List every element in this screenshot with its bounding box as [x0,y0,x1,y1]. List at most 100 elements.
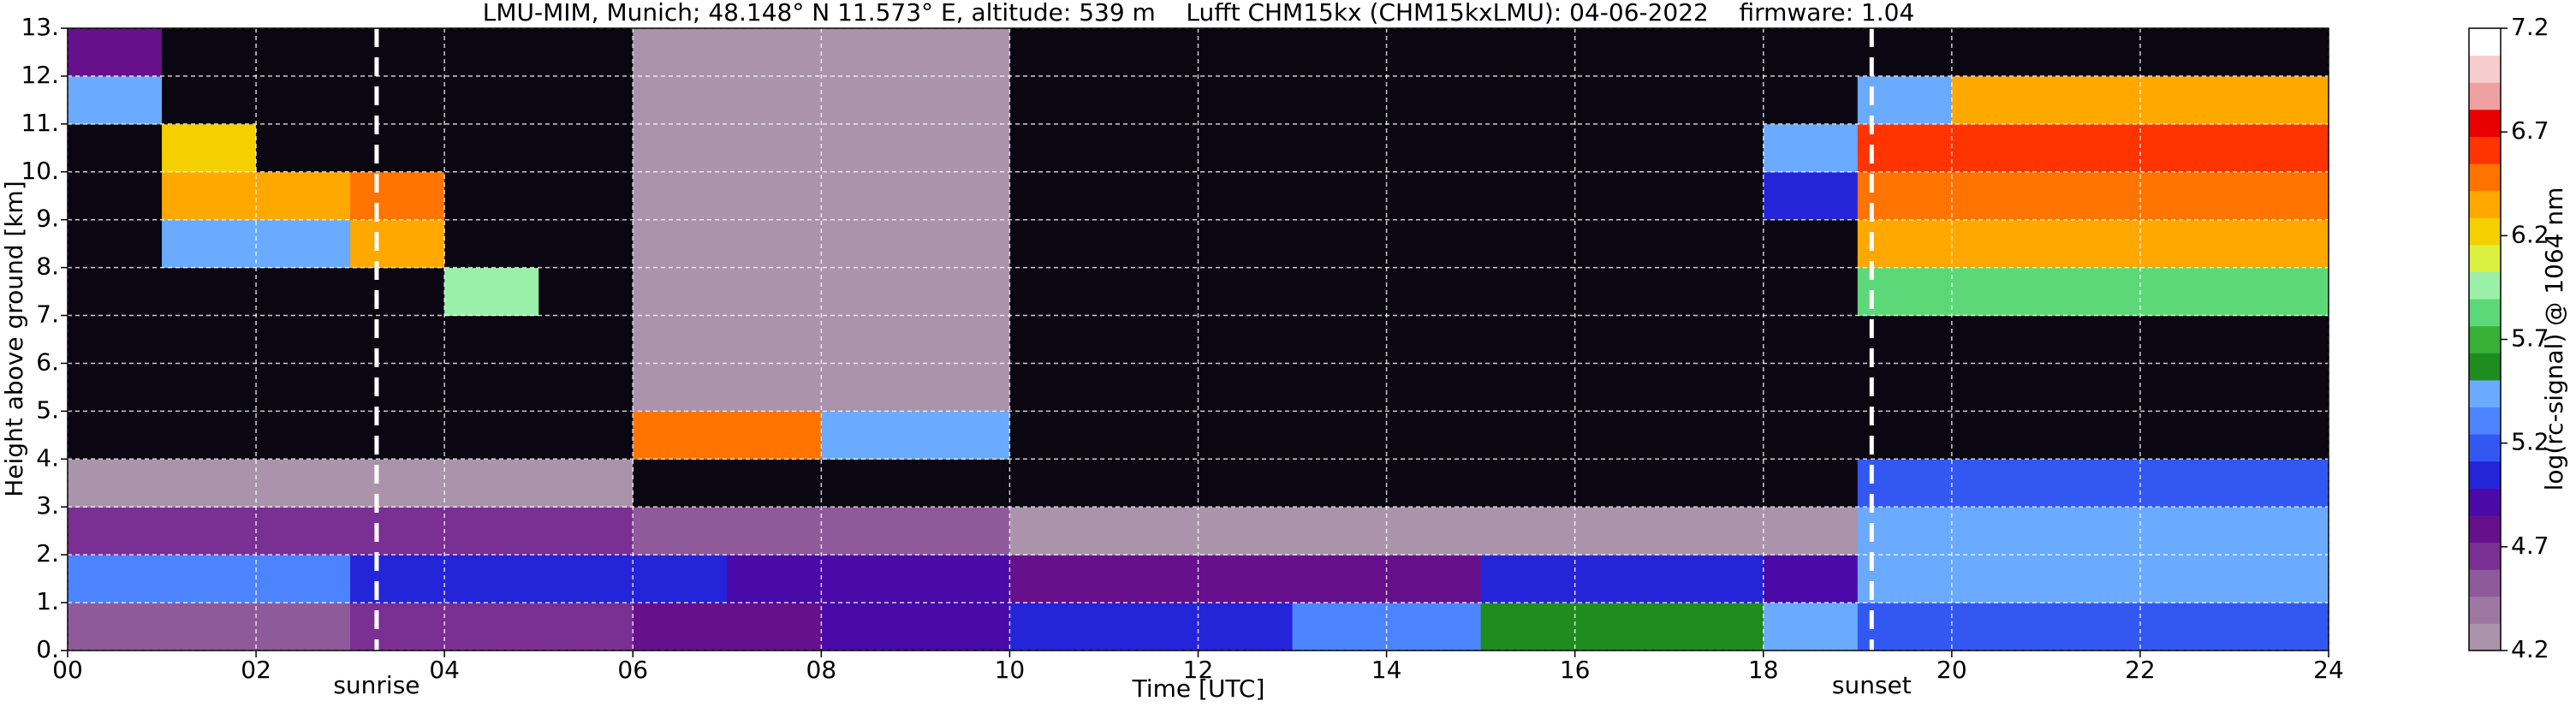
colorbar-segment [2469,190,2501,218]
heatmap-cell [1104,507,1199,556]
heatmap-cell [256,123,351,173]
heatmap-cell [2045,75,2141,125]
y-tick-label: 1. [36,587,59,615]
heatmap-cell [727,28,822,77]
colorbar-segment [2469,28,2501,56]
heatmap-cell [1951,555,2047,603]
heatmap-cell [350,28,445,77]
heatmap-cell [1951,507,2047,556]
heatmap-cell [1104,603,1199,651]
heatmap-cell [2234,28,2329,77]
heatmap-cell [915,75,1010,125]
heatmap-cell [1104,363,1199,412]
y-tick-label: 11. [21,109,59,137]
heatmap-cell [633,123,728,173]
heatmap-cell [1574,315,1670,364]
heatmap-cell [444,171,539,221]
colorbar-segment [2469,379,2501,408]
y-tick-label: 13. [21,13,59,41]
heatmap-cell [2139,171,2235,221]
heatmap-cell [1480,28,1576,77]
heatmap-cell [633,28,728,77]
heatmap-cell [1951,459,2047,508]
heatmap-cell [2234,75,2329,125]
heatmap-cell [1386,28,1482,77]
heatmap-cell [2234,171,2329,221]
x-tick-label: 06 [617,656,648,684]
heatmap-cell [727,507,822,556]
heatmap-cell [256,75,351,125]
heatmap-cell [1386,459,1482,508]
heatmap-cell [1292,459,1388,508]
x-tick-label: 18 [1748,656,1779,684]
heatmap-cell [633,459,728,508]
heatmap-cell [2234,123,2329,173]
heatmap-cell [1104,171,1199,221]
heatmap-cell [2139,603,2235,651]
heatmap-cell [1574,75,1670,125]
x-tick-label: 12 [1183,656,1214,684]
heatmap-cell [2045,123,2141,173]
heatmap-cell [1009,267,1104,317]
heatmap-cell [444,123,539,173]
heatmap-cell [1763,28,1859,77]
heatmap-cell [915,171,1010,221]
x-tick-label: 24 [2313,656,2344,684]
heatmap-cell [1386,315,1482,364]
colorbar-segment [2469,163,2501,192]
heatmap-cell [1292,219,1388,269]
heatmap-cell [1104,75,1199,125]
y-tick-label: 4. [36,443,59,472]
heatmap-cell [1104,267,1199,317]
heatmap-cell [2045,267,2141,317]
heatmap-cell [1480,315,1576,364]
heatmap-cell [1763,555,1859,603]
heatmap-cell [2139,219,2235,269]
heatmap-cell [915,411,1010,460]
heatmap-cell [1574,411,1670,460]
colorbar-segment [2469,542,2501,570]
heatmap-cell [1386,123,1482,173]
heatmap-cell [1480,171,1576,221]
heatmap-cell [256,507,351,556]
heatmap-cell [821,75,916,125]
heatmap-cell [256,411,351,460]
heatmap-cell [1669,267,1764,317]
heatmap-cell [1386,267,1482,317]
heatmap-cell [2045,507,2141,556]
heatmap-cell [1669,171,1764,221]
heatmap-cell [1480,555,1576,603]
heatmap-cell [444,315,539,364]
heatmap-cell [1292,315,1388,364]
heatmap-cell [350,123,445,173]
heatmap-cell [1104,315,1199,364]
heatmap-cell [1480,219,1576,269]
heatmap-cell [1292,75,1388,125]
heatmap-cell [1574,363,1670,412]
plot-frame [67,27,2329,651]
heatmap-cell [633,603,728,651]
heatmap-cell [1574,459,1670,508]
heatmap-cell [68,459,163,508]
y-tick-label: 0. [36,635,59,663]
heatmap-cell [1009,363,1104,412]
heatmap-cell [727,411,822,460]
heatmap-cell [1198,603,1294,651]
heatmap-cell [68,411,163,460]
colorbar-tick-label: 6.7 [2511,116,2549,145]
y-axis-label: Height above ground [km] [0,181,28,497]
heatmap-cell [821,507,916,556]
heatmap-cell [162,75,257,125]
heatmap-cell [2045,555,2141,603]
heatmap-cell [1386,363,1482,412]
heatmap-cell [256,603,351,651]
colorbar-segment [2469,82,2501,110]
heatmap-cell [256,219,351,269]
heatmap-cell [350,171,445,221]
chart-title: LMU-MIM, Munich; 48.148° N 11.573° E, al… [483,0,1915,27]
x-tick-label: 22 [2125,656,2156,684]
heatmap-cell [1669,315,1764,364]
heatmap-cell [444,603,539,651]
heatmap-cell [821,411,916,460]
